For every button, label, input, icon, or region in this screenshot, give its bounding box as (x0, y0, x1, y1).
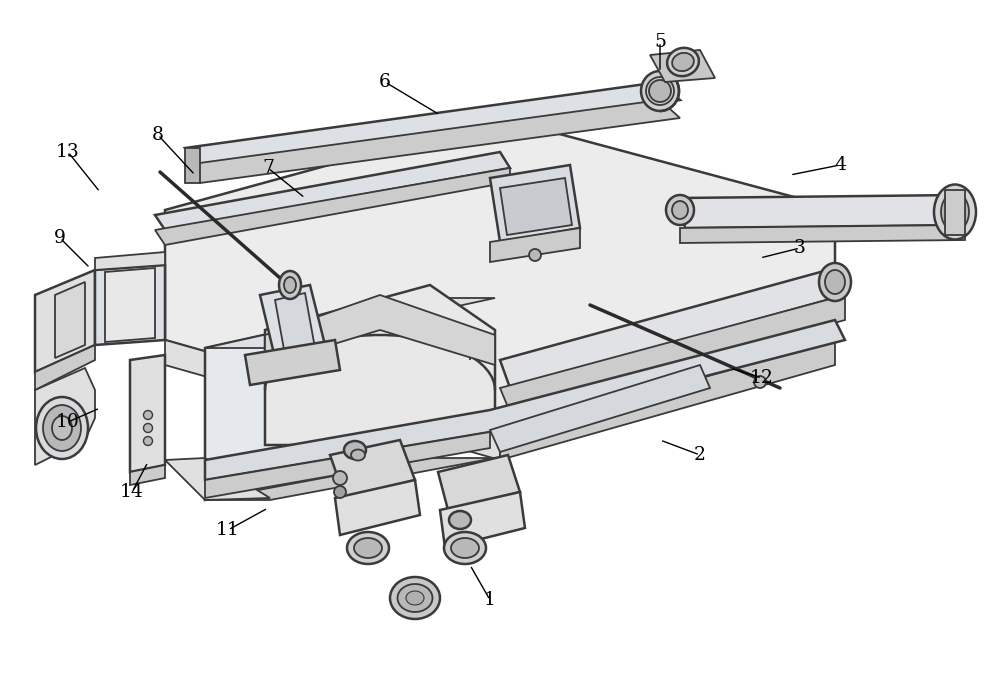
Ellipse shape (36, 397, 88, 459)
Polygon shape (265, 295, 495, 365)
Ellipse shape (351, 450, 365, 460)
Polygon shape (185, 148, 200, 183)
Ellipse shape (451, 538, 479, 558)
Polygon shape (35, 270, 95, 372)
Polygon shape (95, 252, 165, 270)
Ellipse shape (390, 577, 440, 619)
Text: 12: 12 (750, 369, 774, 387)
Polygon shape (35, 345, 95, 390)
Ellipse shape (667, 48, 699, 76)
Text: 14: 14 (120, 483, 144, 501)
Polygon shape (440, 492, 525, 548)
Polygon shape (205, 298, 495, 348)
Text: 5: 5 (654, 33, 666, 51)
Ellipse shape (52, 416, 72, 440)
Text: 13: 13 (56, 143, 80, 161)
Ellipse shape (144, 437, 152, 446)
Polygon shape (205, 298, 430, 500)
Polygon shape (680, 225, 965, 243)
Polygon shape (205, 458, 495, 500)
Polygon shape (260, 285, 325, 358)
Polygon shape (185, 82, 680, 165)
Polygon shape (490, 165, 580, 242)
Polygon shape (205, 432, 490, 498)
Polygon shape (275, 293, 315, 355)
Polygon shape (165, 458, 270, 500)
Ellipse shape (666, 195, 694, 225)
Ellipse shape (449, 511, 471, 529)
Ellipse shape (354, 538, 382, 558)
Ellipse shape (934, 185, 976, 239)
Ellipse shape (529, 249, 541, 261)
Polygon shape (130, 355, 165, 472)
Polygon shape (335, 480, 420, 535)
Polygon shape (155, 152, 510, 230)
Polygon shape (55, 282, 85, 358)
Ellipse shape (941, 193, 969, 231)
Polygon shape (155, 168, 510, 245)
Polygon shape (500, 340, 835, 460)
Text: 4: 4 (834, 156, 846, 174)
Text: 8: 8 (152, 126, 164, 144)
Ellipse shape (398, 584, 432, 612)
Text: 6: 6 (379, 73, 391, 91)
Text: 1: 1 (484, 591, 496, 609)
Polygon shape (438, 455, 520, 510)
Polygon shape (680, 195, 965, 228)
Polygon shape (490, 365, 710, 452)
Polygon shape (205, 320, 845, 480)
Ellipse shape (819, 263, 851, 301)
Ellipse shape (641, 71, 679, 111)
Text: 2: 2 (694, 446, 706, 464)
Polygon shape (245, 340, 340, 385)
Ellipse shape (672, 53, 694, 71)
Polygon shape (165, 340, 500, 460)
Ellipse shape (279, 271, 301, 299)
Polygon shape (105, 268, 155, 342)
Polygon shape (330, 440, 415, 498)
Ellipse shape (406, 591, 424, 605)
Ellipse shape (144, 410, 152, 419)
Ellipse shape (754, 376, 766, 388)
Ellipse shape (144, 423, 152, 433)
Ellipse shape (284, 277, 296, 293)
Polygon shape (95, 265, 165, 345)
Ellipse shape (444, 532, 486, 564)
Polygon shape (650, 50, 715, 82)
Polygon shape (165, 118, 835, 435)
Ellipse shape (333, 471, 347, 485)
Ellipse shape (334, 486, 346, 498)
Polygon shape (185, 100, 680, 183)
Polygon shape (500, 268, 845, 388)
Polygon shape (35, 368, 95, 465)
Polygon shape (490, 228, 580, 262)
Ellipse shape (672, 201, 688, 219)
Polygon shape (265, 285, 495, 445)
Polygon shape (945, 190, 965, 235)
Ellipse shape (43, 405, 81, 451)
Text: 9: 9 (54, 229, 66, 247)
Text: 3: 3 (794, 239, 806, 257)
Ellipse shape (825, 270, 845, 294)
Ellipse shape (347, 532, 389, 564)
Text: 11: 11 (216, 521, 240, 539)
Text: 10: 10 (56, 413, 80, 431)
Ellipse shape (649, 80, 671, 102)
Text: 7: 7 (262, 159, 274, 177)
Polygon shape (130, 465, 165, 485)
Ellipse shape (344, 441, 366, 459)
Polygon shape (500, 295, 845, 412)
Polygon shape (500, 178, 572, 235)
